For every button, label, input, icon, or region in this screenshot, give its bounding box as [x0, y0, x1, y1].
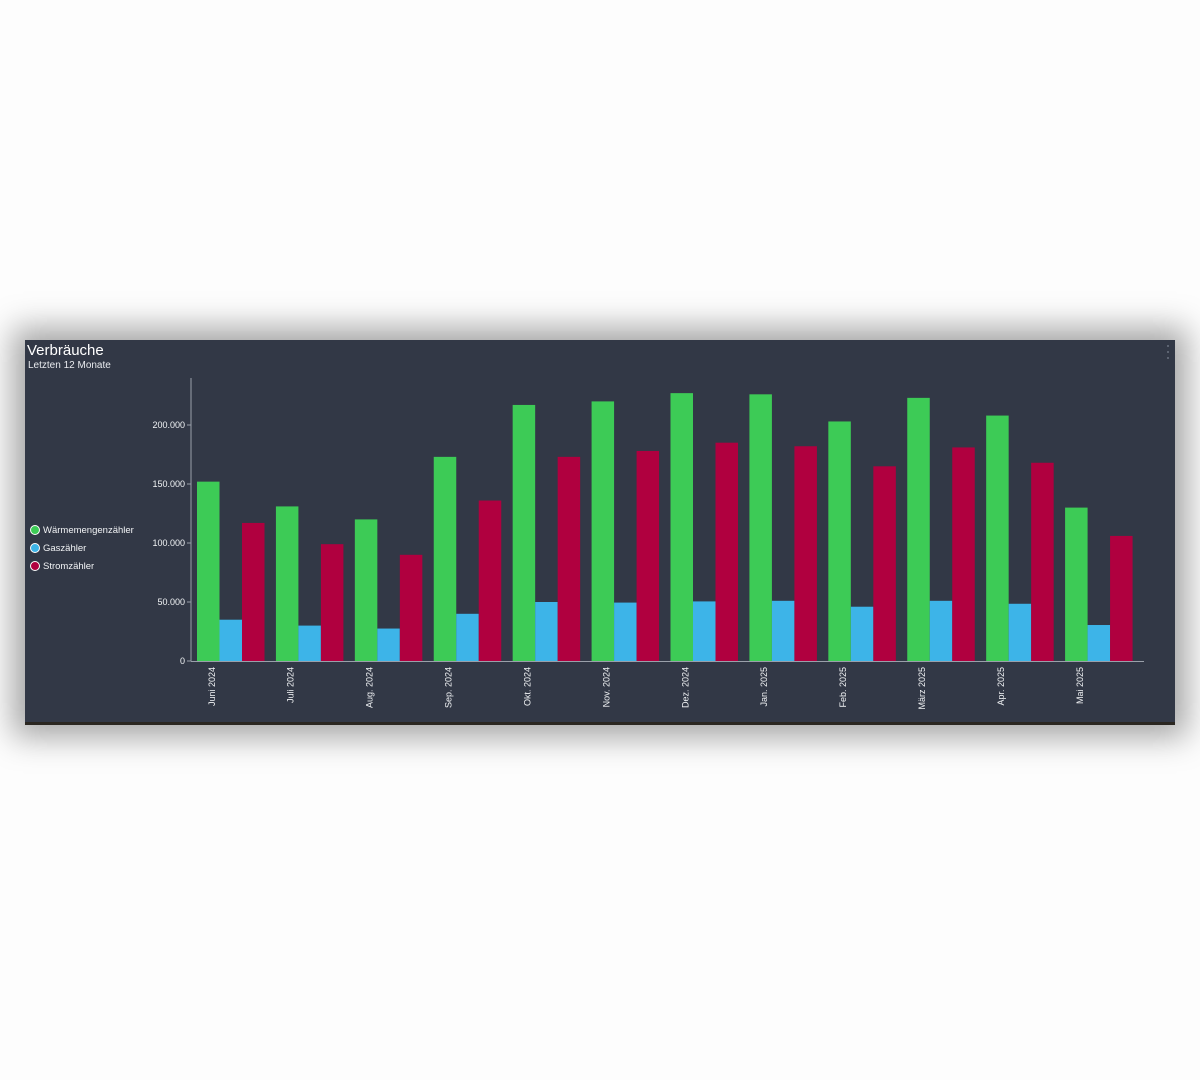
- bar-gasz-hler-6: [693, 601, 716, 661]
- bar-w-rmemengenz-hler-6: [670, 393, 693, 661]
- x-tick-label: Nov. 2024: [601, 667, 611, 707]
- bar-gasz-hler-10: [1008, 603, 1032, 661]
- bar-gasz-hler-5: [614, 602, 637, 661]
- legend-item-gaszaehler[interactable]: Gaszähler: [30, 539, 134, 557]
- x-tick-label: Okt. 2024: [522, 667, 532, 706]
- bar-stromz-hler-11: [1110, 535, 1133, 661]
- x-tick-label: Mai 2025: [1075, 667, 1085, 704]
- bar-w-rmemengenz-hler-3: [433, 456, 457, 661]
- legend-label: Gaszähler: [43, 542, 87, 554]
- x-tick-label: Sep. 2024: [444, 667, 454, 708]
- bar-gasz-hler-3: [456, 613, 479, 661]
- panel-bottom-border: [25, 722, 1175, 725]
- bar-w-rmemengenz-hler-5: [591, 401, 615, 661]
- bar-stromz-hler-4: [557, 456, 581, 661]
- bar-gasz-hler-11: [1087, 625, 1111, 661]
- bar-stromz-hler-3: [478, 500, 502, 661]
- bar-gasz-hler-9: [929, 600, 953, 661]
- bar-w-rmemengenz-hler-0: [197, 481, 220, 661]
- bar-w-rmemengenz-hler-9: [907, 397, 930, 661]
- bar-gasz-hler-7: [771, 600, 795, 661]
- chart-title: Verbräuche: [27, 342, 104, 359]
- bar-stromz-hler-0: [242, 522, 265, 661]
- bar-w-rmemengenz-hler-11: [1065, 507, 1088, 661]
- bar-stromz-hler-9: [952, 447, 975, 661]
- bar-gasz-hler-0: [219, 619, 242, 661]
- x-tick-label: Juni 2024: [207, 667, 217, 706]
- y-tick-label: 50.000: [157, 597, 185, 607]
- y-tick-label: 100.000: [152, 538, 185, 548]
- x-tick-label: Jan. 2025: [759, 667, 769, 707]
- bar-w-rmemengenz-hler-1: [275, 506, 299, 661]
- bar-gasz-hler-4: [535, 602, 558, 661]
- bar-stromz-hler-2: [399, 554, 423, 661]
- bar-stromz-hler-5: [636, 450, 660, 661]
- bar-stromz-hler-6: [715, 442, 738, 661]
- legend-swatch: [30, 561, 40, 571]
- chart-panel: Verbräuche Letzten 12 Monate Wärmemengen…: [25, 340, 1175, 725]
- legend-item-waermemengenzaehler[interactable]: Wärmemengenzähler: [30, 521, 134, 539]
- legend-swatch: [30, 543, 40, 553]
- legend-item-stromzaehler[interactable]: Stromzähler: [30, 557, 134, 575]
- bar-stromz-hler-1: [320, 544, 344, 661]
- chart-legend: Wärmemengenzähler Gaszähler Stromzähler: [30, 521, 134, 575]
- y-tick-label: 150.000: [152, 479, 185, 489]
- legend-label: Stromzähler: [43, 560, 95, 572]
- bar-stromz-hler-7: [794, 446, 817, 661]
- y-tick-label: 200.000: [152, 420, 185, 430]
- legend-label: Wärmemengenzähler: [43, 524, 134, 536]
- bar-stromz-hler-8: [873, 466, 896, 661]
- x-tick-label: Feb. 2025: [838, 667, 848, 708]
- bar-w-rmemengenz-hler-10: [986, 415, 1009, 661]
- chart-subtitle: Letzten 12 Monate: [28, 360, 111, 371]
- legend-swatch: [30, 525, 40, 535]
- x-tick-label: Apr. 2025: [996, 667, 1006, 706]
- bar-w-rmemengenz-hler-7: [749, 394, 772, 661]
- x-tick-label: Aug. 2024: [365, 667, 375, 708]
- bar-w-rmemengenz-hler-8: [828, 421, 851, 661]
- bar-w-rmemengenz-hler-4: [512, 404, 536, 661]
- bar-w-rmemengenz-hler-2: [354, 519, 378, 661]
- bar-gasz-hler-1: [298, 625, 321, 661]
- x-tick-label: Juli 2024: [286, 667, 296, 703]
- x-tick-label: März 2025: [917, 667, 927, 710]
- x-tick-label: Dez. 2024: [680, 667, 690, 708]
- y-tick-label: 0: [180, 656, 185, 666]
- bar-stromz-hler-10: [1031, 462, 1054, 661]
- bar-gasz-hler-2: [377, 628, 400, 661]
- bar-gasz-hler-8: [850, 606, 874, 661]
- more-vertical-icon[interactable]: [1166, 345, 1170, 359]
- bar-chart: 0 50.000 100.000 150.000 200.000 Juni 2024 Jul…: [152, 378, 1144, 710]
